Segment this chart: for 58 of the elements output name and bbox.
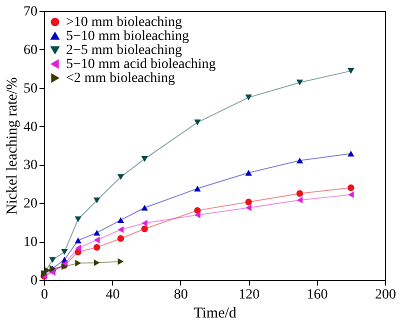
legend-label: 5−10 mm bioleaching xyxy=(66,29,189,44)
point xyxy=(296,190,304,197)
legend-label: <2 mm bioleaching xyxy=(66,71,175,86)
point xyxy=(117,217,124,223)
point xyxy=(94,236,100,244)
point xyxy=(94,198,100,204)
point xyxy=(117,235,124,242)
y-tick-label: 60 xyxy=(24,42,38,58)
point xyxy=(74,216,82,222)
point xyxy=(74,238,82,244)
point xyxy=(348,150,354,156)
point xyxy=(44,267,50,274)
point xyxy=(194,207,201,214)
y-tick-label: 50 xyxy=(24,81,38,96)
point xyxy=(194,120,201,126)
point xyxy=(245,94,252,100)
x-axis-title: Time/d xyxy=(194,306,237,322)
point xyxy=(141,226,148,232)
y-tick-label: 40 xyxy=(24,120,38,135)
y-tick-label: 0 xyxy=(30,274,38,288)
point xyxy=(296,158,304,164)
point xyxy=(118,258,124,265)
point xyxy=(117,174,124,180)
x-tick-label: 40 xyxy=(106,288,120,302)
point xyxy=(75,260,82,266)
point xyxy=(245,198,252,206)
x-tick-label: 0 xyxy=(41,288,48,302)
point xyxy=(296,196,303,204)
point xyxy=(94,230,100,236)
legend-label: 5−10 mm acid bioleaching xyxy=(66,57,216,72)
point xyxy=(118,226,124,234)
point xyxy=(348,191,354,198)
point xyxy=(194,212,200,218)
x-tick-label: 80 xyxy=(174,288,188,302)
x-tick-label: 200 xyxy=(375,288,396,302)
legend-label: >10 mm bioleaching xyxy=(66,15,182,30)
y-tick-label: 30 xyxy=(24,158,38,174)
y-tick-label: 70 xyxy=(24,4,38,20)
point xyxy=(194,186,201,192)
point xyxy=(348,68,354,74)
point xyxy=(75,244,82,252)
point xyxy=(49,257,56,263)
point xyxy=(296,80,304,86)
legend-label: 2−5 mm bioleaching xyxy=(66,43,182,58)
point xyxy=(141,156,148,162)
point xyxy=(141,204,148,211)
y-tick-label: 20 xyxy=(24,196,38,212)
y-axis-title: Nickel leaching rate/% xyxy=(4,77,20,215)
point xyxy=(348,184,354,192)
point xyxy=(142,220,148,226)
x-tick-label: 120 xyxy=(238,288,260,302)
point xyxy=(94,244,100,251)
point xyxy=(246,204,252,212)
point xyxy=(61,249,68,255)
y-tick-label: 10 xyxy=(24,235,38,250)
x-tick-label: 160 xyxy=(306,288,328,302)
point xyxy=(245,170,252,176)
point xyxy=(94,259,100,266)
